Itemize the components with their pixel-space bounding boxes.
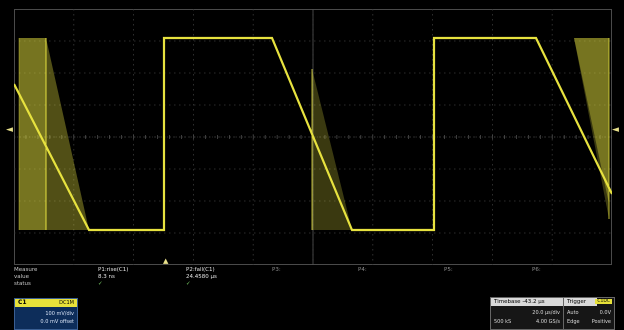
persistence-envelope	[19, 38, 46, 230]
trigger-mode: Auto	[567, 310, 579, 316]
param-p5[interactable]: P5:	[444, 267, 453, 273]
timebase-descriptor[interactable]: Timebase -43.2 µs 20.0 µs/div 500 kS 4.0…	[490, 297, 564, 330]
channel-vdiv: 100 mV/div	[45, 311, 74, 317]
trigger-source-badge: C1DC	[595, 299, 612, 304]
param-p6[interactable]: P6:	[532, 267, 541, 273]
timebase-scale: 20.0 µs/div	[532, 310, 560, 316]
trigger-level: 0.0V	[599, 310, 611, 316]
param-p3[interactable]: P3:	[272, 267, 281, 273]
value-row: value 8.3 ns 24.4580 µs	[14, 274, 612, 281]
trigger-type: Edge	[567, 319, 580, 325]
waveform-canvas	[14, 9, 612, 265]
trigger-level-marker: ◄	[612, 125, 619, 135]
measure-label: Measure	[14, 267, 38, 273]
value-label: value	[14, 274, 30, 280]
status-p2-check-icon: ✓	[186, 281, 191, 287]
param-p1[interactable]: P1:rise(C1)	[98, 267, 129, 273]
channel-trace	[14, 36, 612, 232]
graticule	[14, 9, 612, 265]
value-p1: 8.3 ns	[98, 274, 115, 280]
timebase-sample-rate: 4.00 GS/s	[535, 319, 560, 325]
status-row: status ✓ ✓	[14, 281, 612, 288]
zero-level-marker: ◄	[6, 125, 13, 135]
timebase-title: Timebase -43.2 µs	[491, 298, 563, 306]
trigger-position-marker: ▲	[163, 257, 169, 265]
measure-row: Measure P1:rise(C1) P2:fall(C1) P3: P4: …	[14, 267, 612, 274]
value-p2: 24.4580 µs	[186, 274, 217, 280]
status-label: status	[14, 281, 31, 287]
persistence-envelope	[312, 69, 352, 230]
param-p4[interactable]: P4:	[358, 267, 367, 273]
persistence-envelope	[19, 38, 89, 230]
param-p2[interactable]: P2:fall(C1)	[186, 267, 215, 273]
status-p1-check-icon: ✓	[98, 281, 103, 287]
measurement-table[interactable]: Measure P1:rise(C1) P2:fall(C1) P3: P4: …	[14, 267, 612, 293]
trigger-title: Trigger	[564, 298, 597, 306]
trigger-slope: Positive	[591, 319, 611, 325]
channel-name: C1	[18, 299, 27, 306]
channel-badge: C1 DC1M	[15, 299, 77, 307]
channel-offset: 0.0 mV offset	[40, 319, 74, 325]
trigger-descriptor[interactable]: Trigger C1DC Auto 0.0V Edge Positive	[563, 297, 615, 330]
timebase-samples: 500 kS	[494, 319, 512, 325]
channel-coupling: DC1M	[59, 300, 74, 306]
waveform-grid[interactable]	[14, 9, 612, 265]
persistence-envelope	[574, 38, 609, 219]
persistence-envelope	[536, 38, 609, 204]
channel-descriptor-c1[interactable]: C1 DC1M 100 mV/div 0.0 mV offset	[14, 298, 78, 330]
